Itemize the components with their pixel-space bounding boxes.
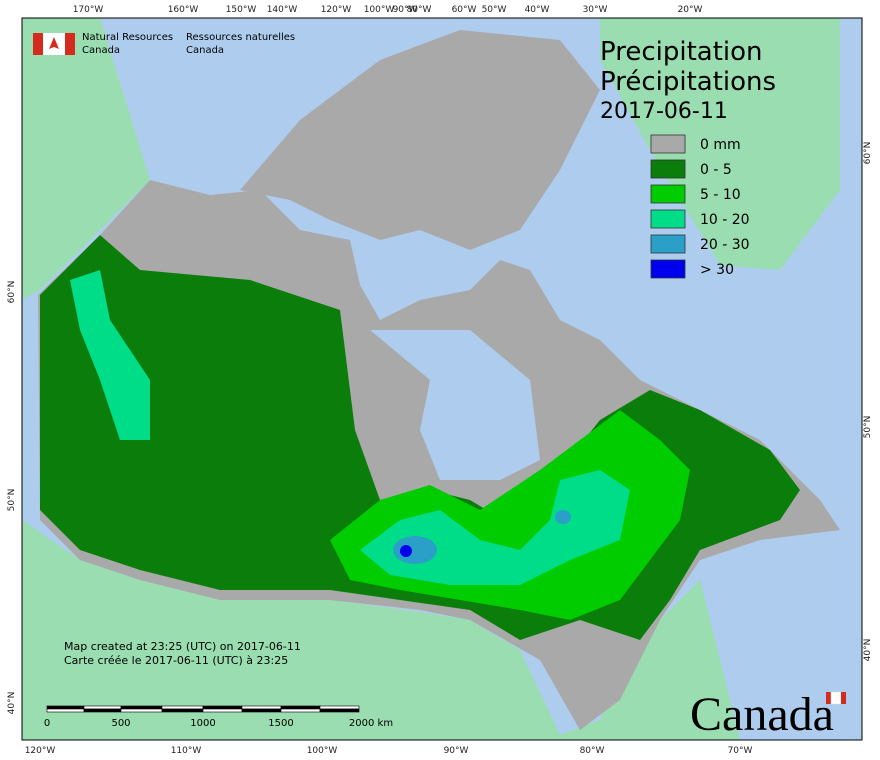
legend-label: 0 mm [700,137,741,153]
longitude-label: 140°W [267,5,298,15]
scale-segment [241,708,282,713]
longitude-label: 80°W [580,746,605,756]
latitude-label: 50°N [863,416,873,439]
title: Précipitations [600,67,776,97]
latitude-label: 50°N [7,489,17,512]
legend: 0 mm 0 - 5 5 - 10 10 - 20 20 - 30 > 30 [650,134,750,279]
scale-segment [83,705,122,710]
legend-swatch [650,209,686,229]
longitude-label: 120°W [321,5,352,15]
legend-swatch [650,134,686,154]
latitude-label: 60°N [863,142,873,165]
longitude-label: 40°W [525,5,550,15]
wordmark-flag [826,691,846,705]
scale-segment [120,708,163,713]
dept-fr: Canada [186,45,224,56]
scale-segment [202,708,243,713]
scale-segment [280,708,321,713]
legend-label: 10 - 20 [700,212,750,228]
title: Precipitation [600,37,763,67]
scale-segment [280,705,321,710]
scale-label: 1500 [268,718,293,729]
latitude-label: 60°N [7,281,17,304]
longitude-label: 160°W [168,5,199,15]
longitude-label: 80°W [407,5,432,15]
longitude-label: 90°W [393,5,418,15]
dept-fr: Ressources naturelles [186,32,295,43]
longitude-label: 60°W [452,5,477,15]
graticule-labels: 170°W 160°W 150°W 140°W 120°W 100°W90°W80°W 60… [7,5,873,756]
dept-en: Canada [82,45,120,56]
longitude-label: 120°W [25,746,56,756]
frame [21,17,863,741]
scale-label: 0 [44,718,50,729]
scale-segment [46,708,85,713]
scale-segment [319,708,360,713]
longitude-label: 170°W [73,5,104,15]
legend-label: 0 - 5 [700,162,732,178]
longitude-label: 90°W [444,746,469,756]
longitude-label: 150°W [226,5,257,15]
legend-label: > 30 [700,262,734,278]
legend-swatch [650,184,686,204]
longitude-label: 100°W [307,746,338,756]
precipitation [40,235,800,640]
latitude-label: 40°N [863,639,873,662]
scale-segment [120,705,163,710]
longitude-label: 70°W [728,746,753,756]
wordmark: Canada [690,688,834,741]
longitude-label: 30°W [583,5,608,15]
scale-segment [46,705,85,710]
dept-en: Natural Resources [82,32,173,43]
latitude-label: 40°N [7,692,17,715]
flag-icon [33,33,75,55]
legend-swatch [650,159,686,179]
legend-swatch [650,259,686,279]
scale-label: 1000 [190,718,215,729]
scale-segment [83,708,122,713]
scale-segment [202,705,243,710]
scale-segment [319,705,360,710]
legend-label: 5 - 10 [700,187,741,203]
legend-label: 20 - 30 [700,237,750,253]
scale-label: 500 [111,718,130,729]
date: 2017-06-11 [600,99,728,124]
scale-segment [161,708,204,713]
longitude-label: 20°W [678,5,703,15]
scale-bar: 0 500 1000 1500 2000 km [44,705,393,729]
scale-label: 2000 km [349,718,393,729]
longitude-label: 50°W [482,5,507,15]
credit: Map created at 23:25 (UTC) on 2017-06-11 [64,640,301,653]
scale-segment [161,705,204,710]
legend-swatch [650,234,686,254]
longitude-label: 100°W [364,5,395,15]
credit: Carte créée le 2017-06-11 (UTC) à 23:25 [64,654,288,667]
scale-segment [241,705,282,710]
longitude-label: 110°W [171,746,202,756]
